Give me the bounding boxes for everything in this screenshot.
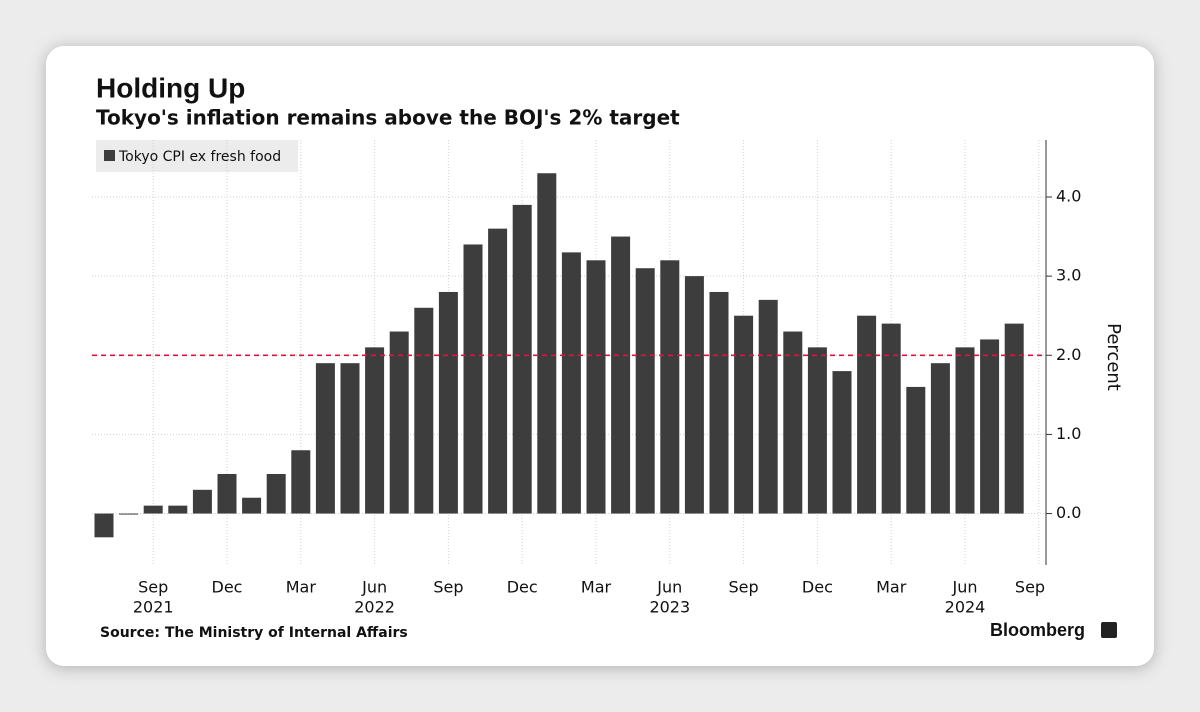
y-tick-label: 2.0 (1056, 345, 1081, 364)
y-tick-label: 4.0 (1056, 186, 1081, 205)
bar (94, 513, 114, 538)
chart-title: Holding Up (96, 72, 245, 103)
bar (857, 315, 877, 514)
bar (660, 260, 680, 514)
bar (340, 363, 360, 514)
x-tick-label: Mar (286, 578, 317, 597)
x-tick-label: Sep (729, 578, 759, 597)
bar (561, 252, 581, 514)
bar (611, 236, 631, 514)
bar (242, 497, 262, 514)
bar (365, 347, 385, 514)
x-tick-label: Sep (433, 578, 463, 597)
bar (537, 173, 557, 514)
bar (881, 323, 901, 514)
bar (955, 347, 975, 514)
bar (832, 371, 852, 514)
bar (586, 260, 606, 514)
source: Source: The Ministry of Internal Affairs (100, 625, 408, 641)
bar (734, 315, 754, 514)
y-axis-title: Percent (1103, 323, 1124, 391)
chart-subtitle: Tokyo's inflation remains above the BOJ'… (96, 106, 680, 130)
bar (266, 473, 286, 514)
x-tick-label: Mar (876, 578, 907, 597)
x-tick-label: Jun (361, 578, 387, 597)
bar (119, 513, 139, 515)
bar (980, 339, 1000, 514)
x-tick-label: Dec (212, 578, 243, 597)
bar (488, 228, 508, 514)
bar (930, 363, 950, 514)
x-year-label: 2023 (649, 598, 690, 617)
y-tick-label: 3.0 (1056, 266, 1081, 285)
bar (291, 450, 311, 514)
y-tick-label: 1.0 (1056, 424, 1081, 443)
brand: Bloomberg (990, 620, 1085, 640)
x-year-label: 2022 (354, 598, 395, 617)
bar (807, 347, 827, 514)
y-tick-label: 0.0 (1056, 503, 1081, 522)
bar (709, 291, 729, 514)
brand-logo (1101, 622, 1117, 638)
x-year-label: 2024 (945, 598, 986, 617)
x-tick-label: Dec (507, 578, 538, 597)
bar (168, 505, 188, 514)
bar (217, 473, 237, 514)
bar (192, 489, 212, 514)
x-tick-label: Jun (656, 578, 682, 597)
x-tick-label: Jun (952, 578, 978, 597)
x-tick-label: Sep (1015, 578, 1045, 597)
x-tick-label: Mar (581, 578, 612, 597)
legend-swatch (104, 150, 115, 161)
bar (1004, 323, 1024, 514)
bar (438, 291, 458, 514)
bar (906, 386, 926, 514)
bar (684, 276, 704, 514)
legend-label: Tokyo CPI ex fresh food (118, 149, 281, 165)
x-tick-label: Sep (138, 578, 168, 597)
bar (389, 331, 409, 514)
bar (635, 268, 655, 514)
x-tick-label: Dec (802, 578, 833, 597)
bar (463, 244, 483, 514)
bar (315, 363, 335, 514)
bar (512, 204, 532, 514)
bar (783, 331, 803, 514)
bar (758, 299, 778, 514)
legend (96, 140, 298, 172)
bar (143, 505, 163, 514)
bar (414, 307, 434, 514)
x-year-label: 2021 (133, 598, 174, 617)
